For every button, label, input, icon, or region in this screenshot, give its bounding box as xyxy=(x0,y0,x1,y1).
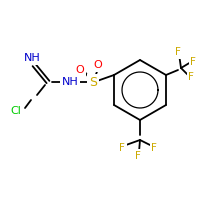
Text: F: F xyxy=(151,143,157,153)
Text: F: F xyxy=(175,47,181,57)
Text: F: F xyxy=(188,72,194,82)
Text: F: F xyxy=(190,57,196,67)
Text: F: F xyxy=(135,151,141,161)
Text: Cl: Cl xyxy=(11,106,21,116)
Text: O: O xyxy=(76,65,84,75)
Text: S: S xyxy=(89,75,97,88)
Text: NH: NH xyxy=(62,77,78,87)
Text: O: O xyxy=(94,60,102,70)
Text: F: F xyxy=(119,143,125,153)
Text: NH: NH xyxy=(24,53,40,63)
